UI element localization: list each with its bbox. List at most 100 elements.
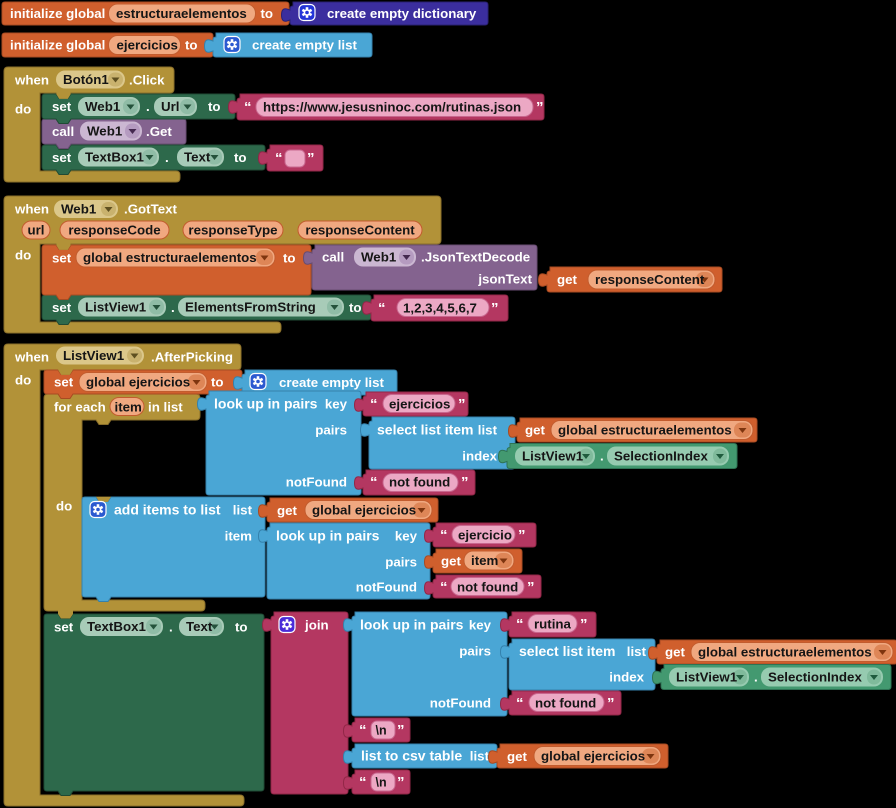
svg-text:get: get — [441, 554, 462, 569]
svg-text:Text: Text — [186, 619, 213, 634]
svg-text:get: get — [277, 503, 298, 518]
svg-text:responseType: responseType — [188, 223, 277, 238]
svg-text:.Click: .Click — [129, 73, 165, 88]
svg-text:to: to — [234, 150, 247, 165]
svg-text:global estructuraelementos: global estructuraelementos — [83, 250, 257, 265]
svg-text:select list item: select list item — [377, 422, 474, 438]
svg-text:“: “ — [275, 150, 283, 167]
svg-text:“: “ — [440, 527, 448, 544]
svg-text:ejercicios: ejercicios — [389, 397, 450, 412]
svg-text:when: when — [14, 350, 49, 365]
svg-text:.: . — [171, 300, 175, 315]
svg-text:to: to — [349, 300, 362, 315]
svg-text:create empty list: create empty list — [279, 375, 385, 390]
svg-text:”: ” — [536, 99, 544, 116]
svg-text:”: ” — [461, 474, 469, 491]
svg-text:do: do — [15, 373, 31, 388]
svg-text:ListView1: ListView1 — [63, 348, 125, 363]
svg-text:.: . — [169, 620, 173, 635]
svg-text:url: url — [28, 223, 45, 238]
svg-text:jsonText: jsonText — [477, 272, 532, 287]
svg-text:item: item — [471, 553, 498, 568]
svg-text:ejercicio: ejercicio — [458, 528, 512, 543]
svg-text:not found: not found — [535, 696, 596, 711]
svg-text:ejercicios: ejercicios — [117, 38, 178, 53]
svg-text:1,2,3,4,5,6,7: 1,2,3,4,5,6,7 — [403, 301, 477, 316]
svg-text:”: ” — [397, 774, 405, 791]
svg-text:list: list — [627, 644, 647, 659]
svg-text:when: when — [14, 202, 49, 217]
svg-text:global ejercicios: global ejercicios — [541, 749, 645, 764]
svg-text:global ejercicios: global ejercicios — [86, 375, 190, 390]
svg-text:\n: \n — [376, 724, 387, 738]
svg-text:TextBox1: TextBox1 — [85, 150, 144, 165]
svg-text:set: set — [52, 150, 72, 165]
svg-text:responseContent: responseContent — [305, 223, 415, 238]
svg-text:to: to — [208, 99, 221, 114]
svg-text:to: to — [283, 251, 296, 266]
svg-text:”: ” — [527, 579, 535, 596]
svg-text:set: set — [54, 620, 74, 635]
svg-text:Web1: Web1 — [87, 124, 123, 139]
svg-text:https://www.jesusninoc.com/rut: https://www.jesusninoc.com/rutinas.json — [263, 100, 521, 115]
svg-text:do: do — [15, 102, 31, 117]
svg-text:to: to — [211, 375, 224, 390]
svg-text:initialize global: initialize global — [10, 38, 105, 53]
svg-text:“: “ — [370, 474, 378, 491]
svg-text:.AfterPicking: .AfterPicking — [151, 350, 233, 365]
svg-text:.: . — [146, 99, 150, 114]
svg-text:index: index — [462, 449, 497, 464]
svg-text:set: set — [52, 251, 72, 266]
svg-text:ListView1: ListView1 — [522, 449, 584, 464]
svg-text:set: set — [54, 375, 74, 390]
svg-text:list to csv table: list to csv table — [361, 748, 462, 764]
svg-text:“: “ — [516, 695, 524, 712]
svg-text:in list: in list — [148, 400, 183, 415]
svg-text:not found: not found — [389, 475, 450, 490]
svg-text:Web1: Web1 — [85, 99, 121, 114]
svg-text:Url: Url — [161, 99, 179, 114]
svg-text:list: list — [478, 423, 498, 438]
svg-text:key: key — [395, 529, 418, 544]
svg-text:ListView1: ListView1 — [676, 670, 738, 685]
svg-text:get: get — [557, 272, 578, 287]
svg-text:Botón1: Botón1 — [63, 72, 109, 87]
svg-text:global estructuraelementos: global estructuraelementos — [698, 645, 872, 660]
svg-text:look up in pairs: look up in pairs — [276, 528, 380, 544]
svg-text:index: index — [609, 670, 644, 685]
svg-text:”: ” — [397, 722, 405, 739]
svg-text:“: “ — [516, 616, 524, 633]
svg-text:TextBox1: TextBox1 — [87, 619, 146, 634]
svg-text:call: call — [52, 124, 74, 139]
svg-text:select list item: select list item — [519, 643, 616, 659]
svg-text:”: ” — [518, 527, 526, 544]
svg-text:do: do — [56, 499, 72, 514]
svg-text:SelectionIndex: SelectionIndex — [768, 670, 862, 685]
svg-text:“: “ — [244, 99, 252, 116]
svg-text:do: do — [15, 248, 31, 263]
svg-text:look up in pairs: look up in pairs — [360, 617, 464, 633]
svg-text:.: . — [754, 670, 758, 685]
svg-text:pairs: pairs — [315, 423, 347, 438]
svg-text:get: get — [507, 749, 528, 764]
svg-text:\n: \n — [376, 776, 387, 790]
svg-text:add items to list: add items to list — [114, 502, 221, 518]
svg-text:“: “ — [378, 300, 386, 317]
svg-text:pairs: pairs — [459, 644, 491, 659]
svg-text:”: ” — [580, 616, 588, 633]
svg-text:set: set — [52, 300, 72, 315]
svg-text:item: item — [225, 529, 252, 544]
svg-text:item: item — [115, 400, 142, 415]
svg-text:”: ” — [491, 300, 499, 317]
svg-text:global estructuraelementos: global estructuraelementos — [558, 423, 732, 438]
svg-text:to: to — [235, 620, 248, 635]
svg-text:”: ” — [458, 396, 466, 413]
svg-text:look up in pairs: look up in pairs — [214, 396, 318, 412]
svg-text:notFound: notFound — [286, 475, 347, 490]
svg-text:”: ” — [307, 150, 315, 167]
svg-text:get: get — [525, 423, 546, 438]
svg-text:Web1: Web1 — [361, 250, 397, 265]
svg-text:join: join — [304, 618, 329, 633]
svg-text:“: “ — [370, 396, 378, 413]
svg-text:SelectionIndex: SelectionIndex — [614, 449, 708, 464]
